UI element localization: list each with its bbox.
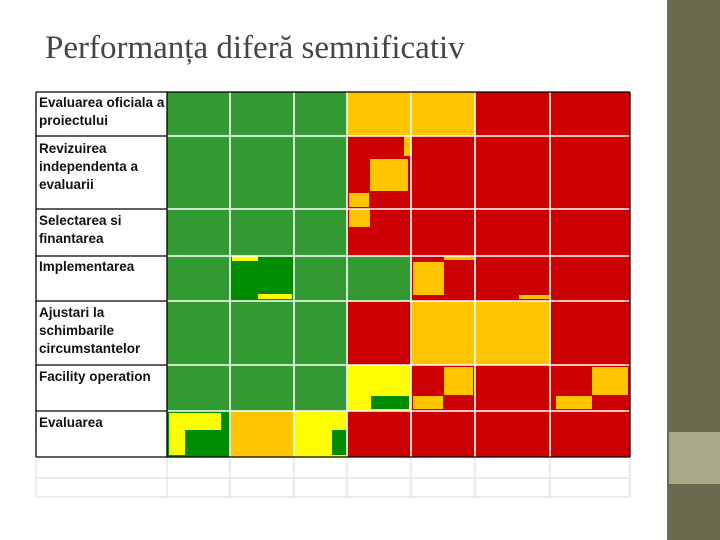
cell xyxy=(550,411,630,457)
row-label-ajustari: Ajustari la schimbarile circumstantelor xyxy=(39,305,141,356)
row-label-implementare: Implementarea xyxy=(39,259,135,274)
cell xyxy=(167,209,230,256)
cell xyxy=(550,256,630,301)
cell-mark xyxy=(413,396,443,409)
cell xyxy=(475,136,550,209)
cell xyxy=(347,92,411,136)
cell xyxy=(550,136,630,209)
cell-mark xyxy=(370,159,408,191)
row-label-evaluare-oficiala: Evaluarea oficiala a proiectului xyxy=(39,95,165,128)
cell-mark xyxy=(371,396,409,409)
cell-mark xyxy=(413,262,444,295)
cell-mark xyxy=(169,413,221,430)
cell xyxy=(230,92,294,136)
cell xyxy=(411,411,475,457)
cell xyxy=(347,411,411,457)
cell xyxy=(167,256,230,301)
cell xyxy=(475,365,550,411)
slide-title: Performanța diferă semnificativ xyxy=(45,30,465,66)
cell xyxy=(550,92,630,136)
cell xyxy=(411,209,475,256)
gridlines xyxy=(35,91,631,498)
cell xyxy=(230,411,294,457)
cell xyxy=(230,136,294,209)
row-label-evaluarea: Evaluarea xyxy=(39,415,103,430)
cell xyxy=(475,92,550,136)
cell-mark xyxy=(519,295,549,299)
cell xyxy=(550,209,630,256)
cell xyxy=(294,365,347,411)
cell xyxy=(475,301,550,365)
cell xyxy=(411,136,475,209)
sidebar-tab xyxy=(669,432,720,484)
cell xyxy=(294,92,347,136)
row-label-selectare: Selectarea si finantarea xyxy=(39,213,122,246)
cell-mark xyxy=(592,367,628,395)
cell xyxy=(475,256,550,301)
cell xyxy=(411,92,475,136)
cell xyxy=(347,256,411,301)
cell-mark xyxy=(556,396,592,409)
cell-mark xyxy=(349,209,370,227)
cell-mark xyxy=(404,136,411,156)
cell xyxy=(167,365,230,411)
cell xyxy=(230,256,294,301)
cell-mark xyxy=(444,367,473,395)
cell-mark xyxy=(349,193,369,207)
cell-mark xyxy=(169,430,185,455)
cell xyxy=(294,136,347,209)
cell xyxy=(475,411,550,457)
cell xyxy=(294,301,347,365)
cell xyxy=(347,301,411,365)
cell xyxy=(230,365,294,411)
cell xyxy=(475,209,550,256)
cell xyxy=(411,301,475,365)
row-label-facility-operation: Facility operation xyxy=(39,369,151,384)
cell-fills xyxy=(167,92,630,457)
cell xyxy=(167,136,230,209)
cell xyxy=(167,301,230,365)
cell xyxy=(294,209,347,256)
cell-mark xyxy=(258,294,292,299)
cell-mark xyxy=(332,430,347,455)
cell xyxy=(230,301,294,365)
cell xyxy=(167,92,230,136)
cell-mark xyxy=(232,256,258,261)
cell xyxy=(294,256,347,301)
cell xyxy=(230,209,294,256)
row-label-revizuire: Revizuirea independenta a evaluarii xyxy=(39,141,139,192)
cell-mark xyxy=(444,256,475,260)
cell xyxy=(550,301,630,365)
